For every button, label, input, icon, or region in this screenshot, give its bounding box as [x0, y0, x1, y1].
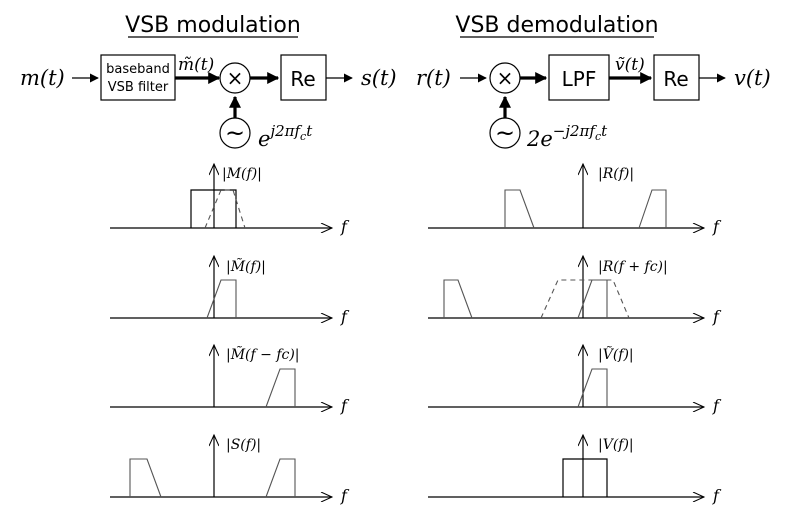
modulation-diagram: VSB modulation m(t) baseband VSB filter … [20, 13, 397, 151]
message-spectrum [190, 189, 237, 228]
shifted-negative-band [443, 279, 473, 319]
demod-carrier-label: 2e−j2πfct [526, 122, 608, 151]
spectrum-plot-s: f |S(f)| [110, 435, 350, 505]
spectrum-plot-v: f |V(f)| [428, 435, 722, 505]
lpf-label: LPF [562, 67, 597, 91]
mod-re-label: Re [290, 67, 315, 91]
freq-axis-label: f [712, 307, 722, 326]
demod-oscillator-symbol: ~ [495, 119, 515, 147]
spectrum-plot-m: f |M(f)| [110, 164, 350, 236]
spectrum-label: |M̃(f)| [226, 257, 266, 275]
spectrum-plot-m-tilde: f |M̃(f)| [110, 256, 350, 326]
positive-sideband [265, 458, 296, 498]
mod-filtered-label: m̃(t) [178, 55, 214, 75]
vsb-filter-response [204, 189, 246, 229]
mod-multiplier-symbol: × [227, 66, 244, 90]
modulation-title: VSB modulation [125, 13, 301, 38]
spectrum-label: |R(f)| [598, 166, 634, 182]
spectrum-plot-r-shifted: f |R(f + fc)| [428, 256, 722, 326]
spectrum-label: |S(f)| [226, 437, 261, 453]
freq-axis-label: f [712, 486, 722, 505]
demodulation-title: VSB demodulation [455, 13, 658, 38]
shifted-baseband [577, 279, 608, 319]
spectrum-label: |M(f)| [222, 166, 262, 182]
freq-axis-label: f [712, 396, 722, 415]
spectrum-plot-v-tilde: f |Ṽ(f)| [428, 345, 722, 415]
demod-output-label: v(t) [734, 66, 771, 90]
freq-axis-label: f [340, 307, 350, 326]
demod-input-label: r(t) [416, 66, 451, 90]
freq-axis-label: f [340, 217, 350, 236]
mod-output-label: s(t) [361, 66, 397, 90]
mod-input-label: m(t) [20, 66, 65, 90]
spectrum-label: |M̃(f − fc)| [226, 345, 300, 363]
mod-oscillator-symbol: ~ [225, 119, 245, 147]
demod-re-label: Re [663, 67, 688, 91]
filter-label-line2: VSB filter [108, 80, 169, 95]
spectrum-label: |V(f)| [598, 437, 634, 453]
filtered-spectrum [206, 279, 237, 319]
mod-carrier-label: ej2πfct [258, 122, 313, 151]
shifted-spectrum [265, 368, 296, 408]
negative-sideband [129, 458, 162, 498]
demodulation-diagram: VSB demodulation r(t) × LPF ṽ(t) Re v(t)… [416, 13, 771, 151]
spectrum-plot-r: f |R(f)| [428, 164, 722, 236]
filter-label-line1: baseband [106, 62, 170, 77]
received-positive-band [638, 189, 667, 229]
lpf-output-spectrum [577, 368, 608, 408]
freq-axis-label: f [712, 217, 722, 236]
received-negative-band [504, 189, 535, 229]
lpf-response [540, 279, 630, 319]
spectrum-label: |R(f + fc)| [598, 259, 668, 275]
recovered-message-spectrum [562, 458, 608, 497]
spectrum-plot-m-tilde-shifted: f |M̃(f − fc)| [110, 345, 350, 415]
freq-axis-label: f [340, 396, 350, 415]
demod-multiplier-symbol: × [497, 66, 514, 90]
spectrum-label: |Ṽ(f)| [598, 345, 634, 363]
freq-axis-label: f [340, 486, 350, 505]
demod-filtered-label: ṽ(t) [615, 55, 645, 75]
